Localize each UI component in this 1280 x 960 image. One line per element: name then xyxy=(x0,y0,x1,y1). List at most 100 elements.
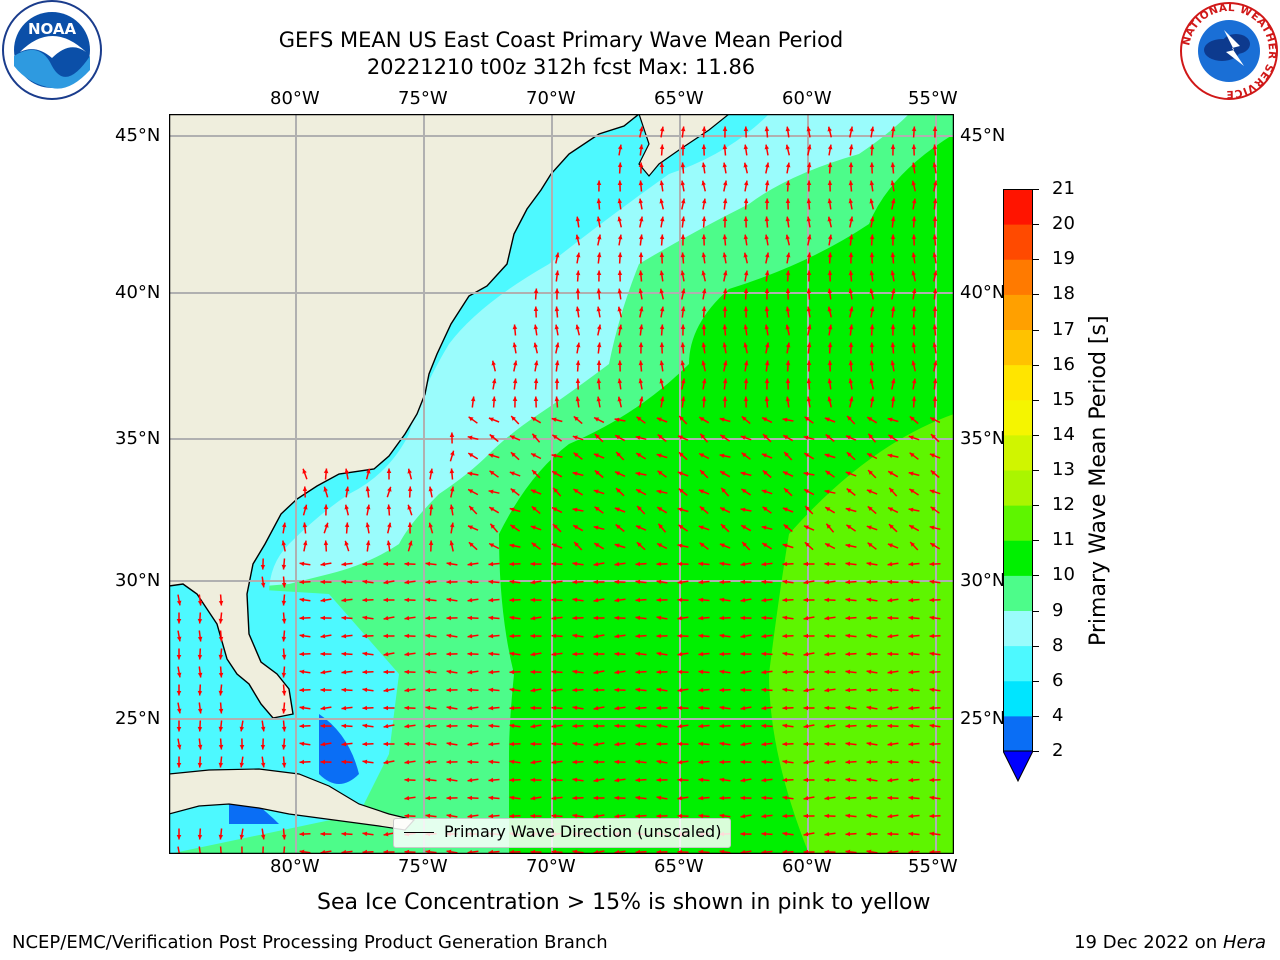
wave-arrow-head xyxy=(723,270,728,276)
wave-arrow-head xyxy=(320,831,325,837)
wave-arrow-head xyxy=(845,795,851,801)
colorbar-tick-label: 13 xyxy=(1052,459,1075,480)
wave-arrow-head xyxy=(929,777,934,783)
wave-arrow-head xyxy=(933,270,938,276)
wave-arrow-head xyxy=(908,813,914,819)
wave-arrow-head xyxy=(636,489,642,494)
wave-arrow-head xyxy=(596,378,602,384)
wave-arrow-head xyxy=(741,525,747,530)
wave-arrow-head xyxy=(407,486,413,492)
wave-arrow-head xyxy=(491,378,497,384)
wave-arrow-head xyxy=(890,216,896,222)
wave-arrow-head xyxy=(659,378,664,384)
colorbar-segment xyxy=(1003,224,1033,260)
wave-arrow-head xyxy=(446,741,452,747)
wave-arrow-head xyxy=(614,813,620,819)
wave-arrow-head xyxy=(849,216,854,222)
wave-arrow-head xyxy=(722,234,728,240)
wave-arrow-head xyxy=(659,306,665,312)
wave-arrow-head xyxy=(932,252,937,258)
wave-arrow-head xyxy=(721,524,726,529)
wave-arrow-head xyxy=(617,288,623,294)
legend-label: Primary Wave Direction (unscaled) xyxy=(444,822,722,841)
wave-arrow-head xyxy=(764,270,770,276)
wave-arrow-head xyxy=(908,777,914,783)
wave-arrow-head xyxy=(929,579,935,585)
wave-arrow-head xyxy=(572,795,578,801)
wave-arrow-head xyxy=(596,396,601,402)
wave-arrow-head xyxy=(680,396,686,402)
wave-arrow-head xyxy=(596,306,601,312)
wave-arrow-head xyxy=(911,360,916,366)
wave-arrow-head xyxy=(845,597,851,603)
wave-arrow-head xyxy=(614,543,620,548)
wave-arrow-head xyxy=(530,741,535,747)
wave-arrow-head xyxy=(425,669,431,675)
wave-arrow-head xyxy=(614,705,620,711)
wave-arrow-head xyxy=(553,524,558,529)
lon-label-top-75: 75°W xyxy=(398,88,448,109)
wave-arrow-head xyxy=(930,506,936,512)
wave-arrow-head xyxy=(929,741,934,747)
wave-arrow-head xyxy=(680,252,686,258)
wave-arrow-head xyxy=(740,507,746,512)
wave-arrow-head xyxy=(593,453,599,458)
wave-arrow-head xyxy=(933,360,938,366)
wave-arrow-head xyxy=(701,342,707,348)
wave-arrow-head xyxy=(260,726,266,732)
wave-arrow-head xyxy=(176,655,182,660)
wave-arrow-head xyxy=(845,777,851,783)
wave-arrow-head xyxy=(511,416,516,421)
wave-arrow-head xyxy=(575,378,581,383)
wave-arrow-head xyxy=(656,651,662,657)
wave-arrow-head xyxy=(890,162,896,168)
wave-arrow-head xyxy=(446,579,451,585)
wave-arrow-head xyxy=(303,504,308,510)
wave-arrow-head xyxy=(659,126,665,132)
wave-arrow-head xyxy=(468,453,474,458)
wave-arrow-head xyxy=(533,396,539,401)
colorbar-svg xyxy=(1002,189,1034,783)
wave-arrow-head xyxy=(636,453,642,458)
wave-arrow-head xyxy=(824,633,830,639)
wave-arrow-head xyxy=(635,813,641,819)
wave-arrow-head xyxy=(530,525,536,530)
wave-arrow-head xyxy=(635,561,641,567)
colorbar-tick-label: 8 xyxy=(1052,634,1064,656)
wave-arrow-head xyxy=(488,687,494,693)
wave-arrow-head xyxy=(509,741,514,747)
lat-label-left-40: 40°N xyxy=(115,282,161,303)
wave-arrow-head xyxy=(593,813,599,819)
wave-arrow-head xyxy=(869,342,875,347)
wave-arrow-head xyxy=(197,834,203,840)
wave-arrow-head xyxy=(931,434,936,439)
wave-arrow-head xyxy=(824,597,830,603)
wave-arrow-head xyxy=(848,324,854,330)
wave-arrow-head xyxy=(341,705,347,711)
wave-arrow-head xyxy=(425,651,431,657)
wave-arrow-head xyxy=(324,522,329,528)
colorbar-tick-mark xyxy=(1033,680,1039,682)
wave-arrow-head xyxy=(617,306,622,312)
colorbar-segment xyxy=(1003,364,1033,401)
wave-arrow-head xyxy=(299,561,305,567)
wave-arrow-head xyxy=(302,522,308,528)
wave-arrow-head xyxy=(281,726,287,732)
wave-arrow-head xyxy=(594,506,600,512)
wave-arrow-head xyxy=(677,687,683,693)
wave-arrow-head xyxy=(678,488,684,494)
wave-arrow-head xyxy=(911,144,917,149)
wave-arrow-head xyxy=(488,579,494,585)
wave-arrow-head xyxy=(722,126,728,131)
wave-arrow-head xyxy=(845,723,851,729)
wave-arrow-head xyxy=(533,288,539,294)
wave-arrow-head xyxy=(719,579,724,585)
wave-arrow-head xyxy=(404,777,410,783)
wave-arrow-head xyxy=(722,342,727,348)
wave-arrow-head xyxy=(890,234,896,239)
wave-arrow-head xyxy=(659,144,665,150)
wave-arrow-head xyxy=(176,727,182,732)
wave-arrow-head xyxy=(887,687,892,693)
wave-arrow-head xyxy=(701,162,707,168)
wave-arrow-head xyxy=(824,705,830,711)
